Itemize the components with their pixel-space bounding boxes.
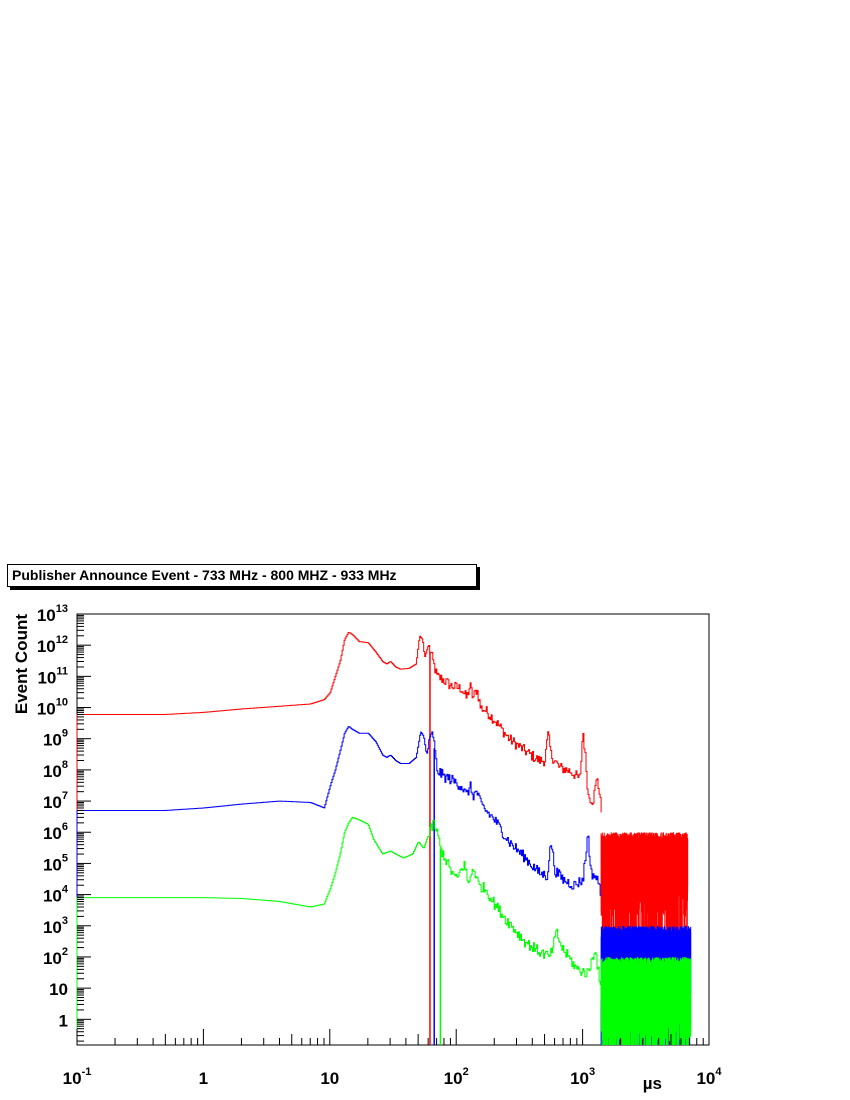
chart-title: Publisher Announce Event - 733 MHz - 800… (7, 564, 477, 587)
x-axis-label: µs (643, 1074, 662, 1093)
series-3 (76, 816, 692, 1045)
series-2 (76, 726, 692, 1045)
x-tick-label: 102 (444, 1066, 469, 1088)
y-tick-label: 10 (49, 980, 68, 999)
y-tick-label: 105 (43, 852, 68, 874)
y-tick-label: 102 (43, 946, 68, 968)
y-tick-label: 106 (43, 821, 68, 843)
x-tick-label: 103 (570, 1066, 595, 1088)
series-2-line (76, 726, 602, 1045)
y-axis-label: Event Count (12, 614, 31, 714)
y-axis: 1 10 102 103 104 105 106 107 108 109 1010 1011 1012 1… (37, 603, 91, 1042)
x-tick-label: 1 (199, 1069, 208, 1088)
y-tick-label: 1012 (37, 634, 68, 656)
y-tick-label: 1011 (37, 665, 68, 687)
x-tick-label: 104 (696, 1066, 722, 1088)
series-3-tail (600, 957, 692, 1045)
y-tick-label: 109 (43, 728, 68, 750)
y-tick-label: 1013 (37, 603, 68, 625)
series-layer (76, 632, 692, 1045)
x-tick-label: 10 (320, 1069, 339, 1088)
y-tick-label: 104 (43, 884, 69, 906)
y-tick-label: 108 (43, 759, 68, 781)
y-tick-label: 103 (43, 915, 68, 937)
series-1-line (76, 632, 602, 1045)
x-axis: 10-1 1 10 102 103 104 (63, 1029, 722, 1088)
series-3-line (76, 816, 602, 1045)
y-tick-label: 1010 (37, 697, 68, 719)
x-tick-label: 10-1 (63, 1066, 92, 1088)
y-tick-label: 1 (59, 1011, 68, 1030)
y-tick-label: 107 (43, 790, 68, 812)
series-1 (76, 632, 689, 1045)
